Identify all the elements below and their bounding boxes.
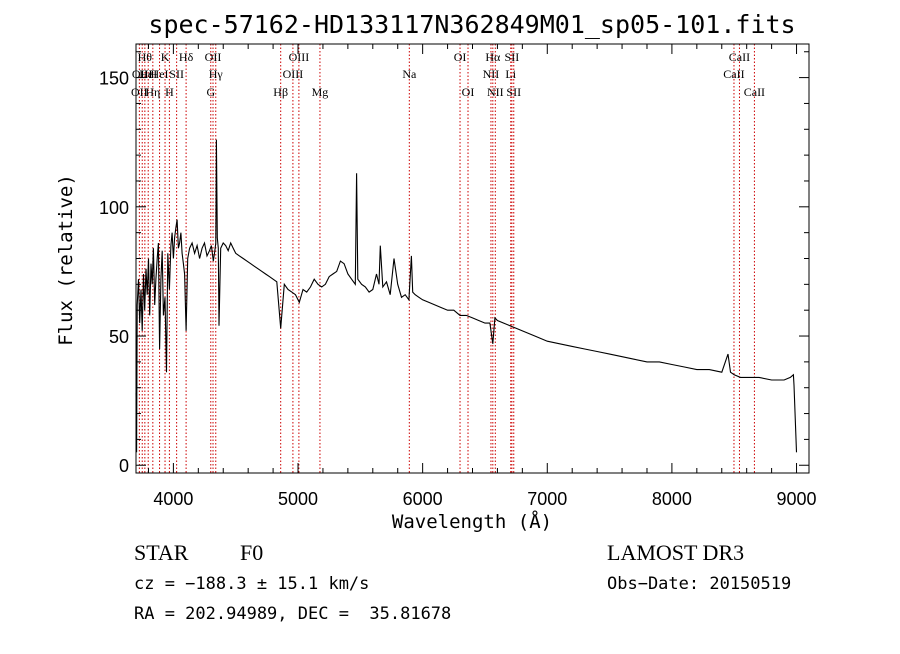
line-label: Hη: [145, 85, 160, 99]
line-label: OIII: [289, 50, 310, 64]
x-axis: 4000 5000 6000 7000 8000 9000: [147, 44, 817, 509]
y-tick-label: 100: [99, 198, 129, 218]
y-tick-label: 150: [99, 69, 129, 89]
line-label: OII: [131, 85, 148, 99]
line-label: SII: [506, 85, 521, 99]
y-axis-title: Flux (relative): [55, 174, 77, 346]
x-tick-label: 4000: [153, 489, 193, 509]
x-tick-label: 8000: [652, 489, 692, 509]
line-label: SII: [505, 50, 520, 64]
line-label: CaII: [744, 85, 765, 99]
coordinates: RA = 202.94989, DEC = 35.81678: [134, 604, 451, 624]
line-label: NII: [483, 67, 500, 81]
redshift-readout: cz = −188.3 ± 15.1 km/s: [134, 574, 369, 594]
line-label: HeI: [151, 67, 169, 81]
spectrum-line: [135, 139, 798, 453]
x-tick-label: 5000: [278, 489, 318, 509]
line-labels: OIIOIIIHθHeIHηHeIKHSIIHδGOIIHγHβOIIIOIII…: [131, 50, 765, 99]
line-label: H: [165, 85, 174, 99]
line-label: OI: [462, 85, 475, 99]
line-markers: [138, 44, 755, 473]
line-label: CaII: [723, 67, 744, 81]
line-label: Na: [402, 67, 417, 81]
x-tick-label: 7000: [527, 489, 567, 509]
line-label: CaII: [729, 50, 750, 64]
line-label: NII: [487, 85, 504, 99]
y-axis: 0 50 100 150: [99, 51, 809, 476]
line-label: Hγ: [209, 67, 224, 81]
line-label: Hα: [485, 50, 501, 64]
x-axis-title: Wavelength (Å): [392, 510, 552, 533]
line-label: OI: [454, 50, 467, 64]
y-tick-label: 0: [119, 456, 129, 476]
chart-title: spec-57162-HD133117N362849M01_sp05-101.f…: [148, 10, 795, 39]
survey-name: LAMOST DR3: [607, 540, 744, 565]
line-label: OII: [205, 50, 222, 64]
x-tick-label: 6000: [403, 489, 443, 509]
obs-date: Obs−Date: 20150519: [607, 574, 791, 594]
line-label: OIII: [283, 67, 304, 81]
line-label: Hθ: [138, 50, 153, 64]
plot-frame: [135, 43, 810, 474]
line-label: G: [206, 85, 215, 99]
line-label: Li: [505, 67, 516, 81]
x-tick-label: 9000: [777, 489, 817, 509]
object-class: STAR: [134, 540, 189, 565]
line-label: Hβ: [273, 85, 288, 99]
line-label: SII: [169, 67, 184, 81]
line-label: Mg: [312, 85, 329, 99]
line-label: K: [161, 50, 170, 64]
y-tick-label: 50: [109, 327, 129, 347]
object-subclass: F0: [240, 540, 263, 565]
line-label: Hδ: [179, 50, 194, 64]
